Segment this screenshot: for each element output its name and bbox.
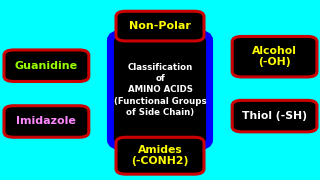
FancyBboxPatch shape: [4, 106, 89, 137]
FancyBboxPatch shape: [4, 50, 89, 81]
Text: Alcohol
(-OH): Alcohol (-OH): [252, 46, 297, 68]
Text: Guanidine: Guanidine: [15, 61, 78, 71]
Text: Imidazole: Imidazole: [16, 116, 76, 127]
Text: Classification
of
AMINO ACIDS
(Functional Groups
of Side Chain): Classification of AMINO ACIDS (Functiona…: [114, 63, 206, 117]
Text: Non-Polar: Non-Polar: [129, 21, 191, 31]
FancyBboxPatch shape: [110, 33, 210, 147]
Text: Thiol (-SH): Thiol (-SH): [242, 111, 307, 121]
FancyBboxPatch shape: [116, 11, 204, 41]
FancyBboxPatch shape: [232, 36, 317, 77]
FancyBboxPatch shape: [232, 100, 317, 132]
Text: Amides
(-CONH2): Amides (-CONH2): [131, 145, 189, 166]
FancyBboxPatch shape: [116, 137, 204, 174]
